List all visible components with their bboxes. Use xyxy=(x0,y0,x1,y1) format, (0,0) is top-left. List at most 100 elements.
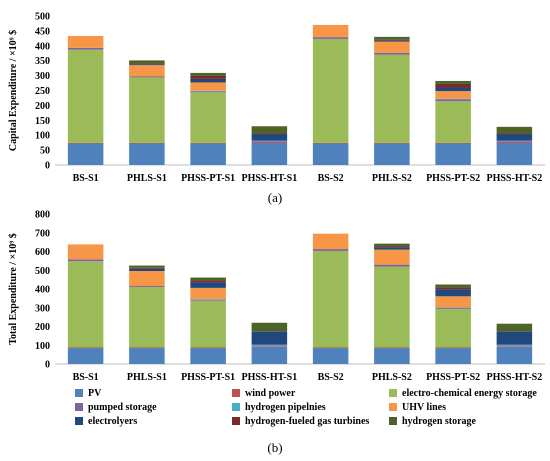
legend-label: wind power xyxy=(245,388,296,399)
bar-segment xyxy=(251,141,288,143)
bar-segment xyxy=(129,143,165,165)
x-tick-label: PHLS-S1 xyxy=(127,372,167,383)
bar-segment xyxy=(251,134,288,141)
y-tick-label: 700 xyxy=(35,228,50,239)
bar-segment xyxy=(435,289,471,297)
bar-segment xyxy=(251,322,288,332)
bar-segment xyxy=(251,345,288,347)
bar-segment xyxy=(67,348,104,364)
bar-segment xyxy=(435,296,471,308)
x-tick-label: PHSS-PT-S1 xyxy=(181,173,235,184)
bar-segment xyxy=(190,299,226,300)
x-tick-label: PHLS-S2 xyxy=(372,372,412,383)
bar-segment xyxy=(312,250,349,348)
bar-segment xyxy=(374,246,410,248)
x-tick-label: BS-S2 xyxy=(318,173,344,184)
bar-segment xyxy=(129,142,165,144)
bar-segment xyxy=(496,126,533,134)
bar-segment xyxy=(374,266,410,348)
bar-segment xyxy=(251,126,288,134)
bar-segment xyxy=(129,286,165,287)
bar-segment xyxy=(374,52,410,55)
x-tick-label: PHLS-S2 xyxy=(372,173,412,184)
legend-swatch xyxy=(389,417,397,425)
bar-segment xyxy=(374,39,410,41)
bar-segment xyxy=(435,99,471,102)
bar-segment xyxy=(312,249,349,251)
bar-segment xyxy=(251,140,288,142)
bar-segment xyxy=(190,277,226,281)
bar-segment xyxy=(67,347,104,349)
bar-segment xyxy=(496,143,533,165)
bar-segment xyxy=(435,308,471,310)
bar-segment xyxy=(496,134,533,141)
bar-segment xyxy=(496,133,533,135)
x-tick-label: PHSS-HT-S1 xyxy=(241,173,297,184)
bar-segment xyxy=(435,142,471,144)
bar-segment xyxy=(129,265,165,268)
y-tick-label: 200 xyxy=(35,322,50,333)
bar-segment xyxy=(67,47,104,50)
bar-segment xyxy=(67,49,104,143)
bar-segment xyxy=(312,143,349,165)
bar-segment xyxy=(129,65,165,77)
y-tick-label: 0 xyxy=(45,161,50,172)
bar-segment xyxy=(190,72,226,76)
y-tick-label: 0 xyxy=(45,360,50,371)
y-tick-label: 450 xyxy=(35,26,50,37)
bar-segment xyxy=(374,36,410,40)
legend-swatch xyxy=(232,389,240,397)
legend: PV wind power electro-chemical energy stor… xyxy=(75,388,537,427)
y-axis-label: Capital Expenditure / ×10⁹ $ xyxy=(8,30,19,151)
bar-segment xyxy=(190,91,226,93)
bar-segment xyxy=(312,142,349,144)
bar-segment xyxy=(190,300,226,348)
x-tick-label: PHSS-HT-S2 xyxy=(486,173,542,184)
bar-segment xyxy=(435,348,471,364)
bar-segment xyxy=(129,63,165,65)
bar-segment xyxy=(435,287,471,290)
legend-label: PV xyxy=(88,388,102,399)
bar-segment xyxy=(190,347,226,349)
bar-segment xyxy=(496,323,533,332)
bar-segment xyxy=(190,78,226,83)
legend-label: hydrogen storage xyxy=(402,416,477,427)
y-tick-label: 300 xyxy=(35,303,50,314)
x-tick-label: BS-S1 xyxy=(73,173,99,184)
bar-segment xyxy=(67,143,104,165)
bar-segment xyxy=(435,83,471,88)
bar-segment xyxy=(190,282,226,288)
y-tick-label: 500 xyxy=(35,12,50,23)
panel-caption: (a) xyxy=(268,190,282,205)
bar-segment xyxy=(129,60,165,64)
y-tick-label: 100 xyxy=(35,341,50,352)
bar-segment xyxy=(67,142,104,144)
bar-segment xyxy=(312,348,349,364)
bar-segment xyxy=(312,233,349,250)
bar-segment xyxy=(312,347,349,349)
bar-segment xyxy=(190,75,226,79)
x-tick-label: PHLS-S1 xyxy=(127,173,167,184)
y-tick-label: 500 xyxy=(35,266,50,277)
x-tick-label: BS-S1 xyxy=(73,372,99,383)
bar-segment xyxy=(374,247,410,250)
legend-label: electrolyers xyxy=(88,416,137,427)
bar-segment xyxy=(496,345,533,347)
bar-segment xyxy=(251,142,288,144)
bar-segment xyxy=(67,244,104,260)
x-tick-label: BS-S2 xyxy=(318,372,344,383)
x-tick-label: PHSS-HT-S2 xyxy=(486,372,542,383)
bar-segment xyxy=(374,143,410,165)
bar-segment xyxy=(129,64,165,66)
bar-segment xyxy=(435,307,471,309)
bar-segment xyxy=(312,24,349,38)
bar-segment xyxy=(129,286,165,348)
bar-segment xyxy=(435,143,471,165)
bar-segment xyxy=(190,82,226,91)
legend-swatch xyxy=(389,403,397,411)
bar-segment xyxy=(496,142,533,144)
legend-swatch xyxy=(75,403,83,411)
bar-segment xyxy=(435,309,471,348)
bar-segment xyxy=(251,344,288,346)
